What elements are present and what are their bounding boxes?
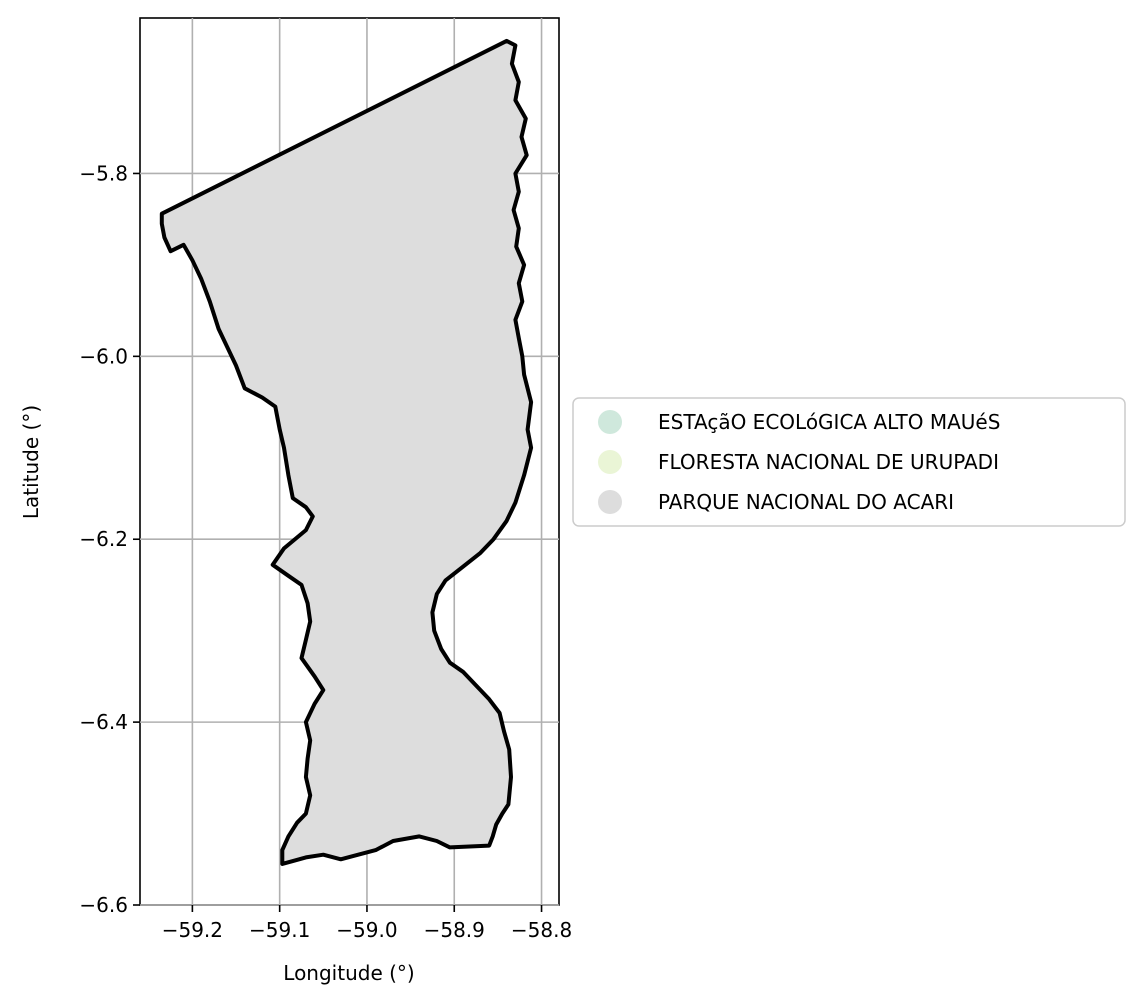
y-tick-label-1: −6.0 — [79, 344, 128, 368]
x-axis-ticks: −59.2 −59.1 −59.0 −58.9 −58.8 — [162, 905, 572, 942]
y-axis-label: Latitude (°) — [19, 405, 43, 519]
y-tick-label-0: −5.8 — [79, 161, 128, 185]
x-tick-label-3: −58.9 — [424, 918, 485, 942]
x-tick-label-1: −59.1 — [249, 918, 310, 942]
legend-label-2: PARQUE NACIONAL DO ACARI — [658, 490, 954, 514]
x-tick-label-4: −58.8 — [511, 918, 572, 942]
legend-label-1: FLORESTA NACIONAL DE URUPADI — [658, 450, 999, 474]
x-axis-label: Longitude (°) — [283, 961, 414, 985]
legend-label-0: ESTAçãO ECOLóGICA ALTO MAUéS — [658, 410, 1000, 434]
legend-frame — [572, 397, 1126, 527]
park-polygon — [159, 38, 534, 866]
x-tick-label-2: −59.0 — [336, 918, 397, 942]
legend-marker-0 — [598, 410, 622, 434]
legend-marker-1 — [598, 450, 622, 474]
polygon-layer — [159, 38, 534, 866]
x-tick-label-0: −59.2 — [162, 918, 223, 942]
legend: ESTAçãO ECOLóGICA ALTO MAUéS FLORESTA NAC… — [572, 397, 1126, 527]
y-tick-label-3: −6.4 — [79, 710, 128, 734]
y-tick-label-4: −6.6 — [79, 893, 128, 917]
y-tick-label-2: −6.2 — [79, 527, 128, 551]
y-axis-ticks: −5.8 −6.0 −6.2 −6.4 −6.6 — [79, 161, 140, 917]
legend-marker-2 — [598, 490, 622, 514]
